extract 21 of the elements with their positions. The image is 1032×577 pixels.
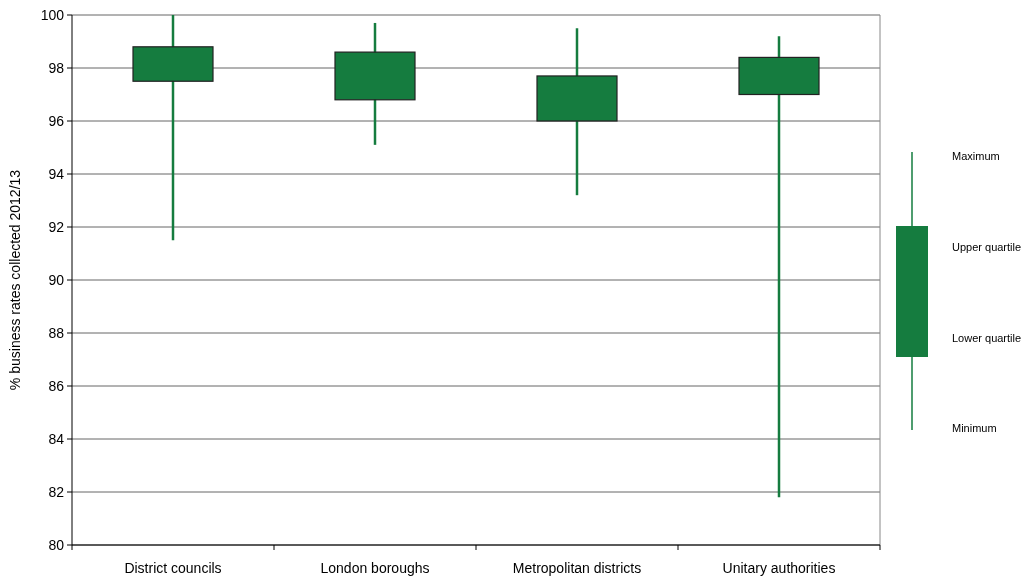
x-tick-label: District councils — [124, 560, 222, 576]
y-tick-label: 96 — [48, 112, 65, 129]
text: Upper quartile — [952, 240, 1022, 253]
y-tick-label: 90 — [48, 271, 65, 288]
y-axis-title: % business rates collected 2012/13 — [7, 169, 23, 391]
y-tick-label: 84 — [48, 430, 65, 447]
y-tick-label: 92 — [48, 218, 65, 235]
x-tick-label: London boroughs — [320, 560, 430, 576]
y-tick-label: 94 — [48, 165, 65, 182]
text: Maximum — [952, 149, 1000, 162]
x-tick-label: Unitary authorities — [722, 560, 836, 576]
y-tick-label: 88 — [48, 324, 65, 341]
text: Minimum — [952, 421, 997, 434]
text: Lower quartile — [952, 331, 1022, 344]
y-tick-label: 86 — [48, 377, 65, 394]
y-tick-label: 80 — [48, 536, 65, 553]
x-tick-label: Metropolitan districts — [512, 560, 642, 576]
candlestick — [738, 34, 820, 499]
y-tick-label: 100 — [40, 6, 65, 23]
y-tick-label: 98 — [48, 59, 65, 76]
y-tick-label: 82 — [48, 483, 65, 500]
